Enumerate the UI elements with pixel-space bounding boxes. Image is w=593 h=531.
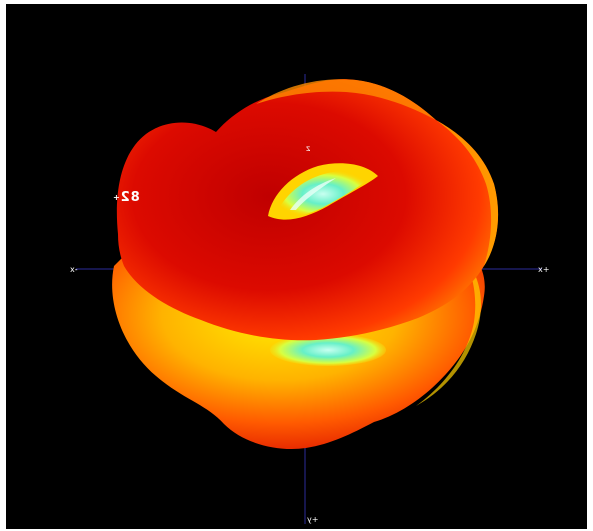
y-pos-axis-label: +y: [307, 515, 319, 524]
3d-plot-viewport[interactable]: z +x -x +y 82+: [6, 4, 587, 529]
value-readout: 82+: [112, 190, 140, 205]
readout-value: 82: [119, 190, 140, 205]
lower-hole: [270, 334, 386, 366]
x-neg-axis-label: -x: [70, 265, 78, 274]
radiation-pattern-svg: [76, 74, 542, 524]
readout-marker: +: [112, 193, 120, 202]
z-axis-label: z: [306, 144, 311, 153]
x-pos-axis-label: +x: [538, 265, 550, 274]
